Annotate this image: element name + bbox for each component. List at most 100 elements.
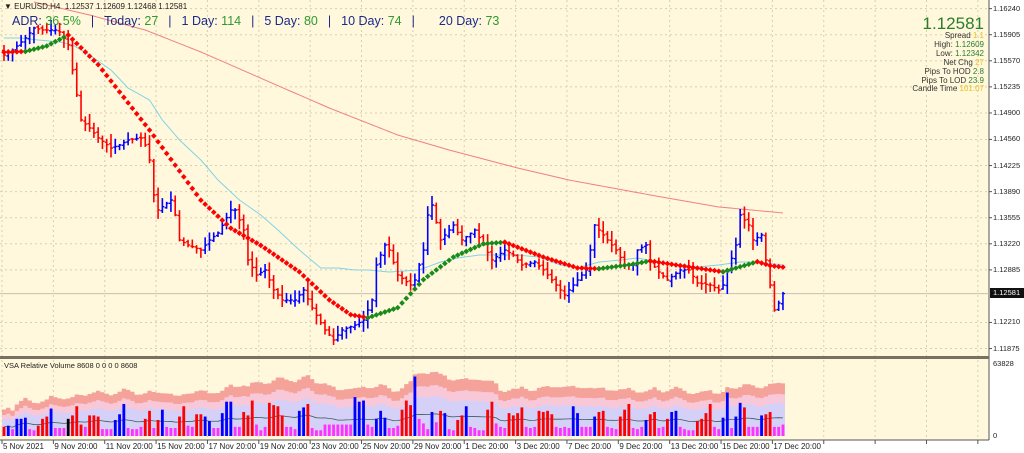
trend-dot xyxy=(356,313,363,320)
today-value: 27 xyxy=(144,14,159,28)
volume-bar xyxy=(160,409,164,436)
volume-bar xyxy=(554,426,558,436)
volume-bar xyxy=(580,426,584,436)
ohlc-bar xyxy=(44,22,49,34)
ohlc-bar xyxy=(618,246,623,266)
volume-bar xyxy=(310,427,314,436)
volume-bar xyxy=(734,416,738,436)
trend-dot xyxy=(18,48,24,55)
volume-bar xyxy=(340,424,344,436)
volume-bar xyxy=(336,424,340,436)
volume-bar xyxy=(717,429,721,436)
ohlc-bar xyxy=(519,254,524,271)
volume-bar xyxy=(417,418,421,436)
volume-bar xyxy=(683,429,686,436)
time-tick-label: 17 Dec 20:00 xyxy=(773,442,821,451)
ohlc-bar xyxy=(109,133,113,158)
time-tick-label: 25 Nov 20:00 xyxy=(362,442,411,451)
ohlc-bar xyxy=(186,239,191,248)
volume-bar xyxy=(113,419,117,436)
trend-dot xyxy=(497,239,504,246)
ohlc-bar xyxy=(207,232,212,251)
ohlc-bar xyxy=(370,298,375,313)
trend-dot xyxy=(300,273,307,279)
trend-dot xyxy=(103,72,110,79)
volume-bar xyxy=(760,415,763,436)
ohlc-bar xyxy=(327,326,332,337)
time-tick-label: 7 Dec 20:00 xyxy=(567,442,612,451)
trend-dot xyxy=(163,150,170,157)
trend-dot xyxy=(228,225,234,232)
day10-label: 10 Day: xyxy=(341,14,385,28)
trend-dot xyxy=(566,262,572,269)
trend-dot xyxy=(172,162,179,168)
info-value: 27 xyxy=(975,57,984,67)
time-tick-label: 11 Nov 20:00 xyxy=(105,442,153,451)
volume-bar xyxy=(71,415,74,436)
trend-dot xyxy=(403,295,410,302)
volume-bar xyxy=(640,426,644,436)
ohlc-bar xyxy=(340,327,345,340)
trend-dot xyxy=(476,242,482,249)
ohlc-bar xyxy=(579,271,584,282)
volume-bar xyxy=(695,421,699,436)
ohlc-bar xyxy=(532,260,537,268)
trend-dot xyxy=(317,289,324,295)
pane-divider xyxy=(0,356,989,359)
trend-dot xyxy=(394,304,401,311)
trend-dot xyxy=(480,240,487,247)
trend-dot xyxy=(412,286,418,292)
volume-bar xyxy=(648,414,652,436)
volume-bar xyxy=(584,426,588,436)
trend-dot xyxy=(450,254,457,260)
ohlc-bar xyxy=(549,269,554,284)
ohlc-bar xyxy=(49,20,54,36)
trend-dot xyxy=(604,264,611,271)
volume-bar xyxy=(362,400,365,436)
volume-bar xyxy=(747,426,751,436)
info-label: Pips To LOD xyxy=(921,75,967,85)
trend-dot xyxy=(673,262,679,268)
trend-dot xyxy=(549,256,555,263)
volume-bar xyxy=(546,410,549,436)
trend-dot xyxy=(206,205,213,212)
trend-dot xyxy=(600,265,607,271)
chart-header: ▼ EURUSD,H4 1.12537 1.12609 1.12468 1.12… xyxy=(4,2,188,11)
volume-bar xyxy=(773,426,776,436)
ohlc-bar xyxy=(489,245,494,270)
trend-dot xyxy=(142,121,149,128)
separator: | xyxy=(327,14,332,28)
ohlc-bar xyxy=(387,236,392,258)
volume-bar xyxy=(507,413,511,436)
info-row: Pips To HOD 2.8 xyxy=(912,67,984,77)
info-value: 101:07 xyxy=(959,84,984,94)
volume-bar xyxy=(96,416,100,436)
trend-dot xyxy=(390,306,397,312)
trend-dot xyxy=(591,265,598,272)
trend-dot xyxy=(536,252,542,259)
volume-bar xyxy=(687,430,691,436)
time-tick-label: 19 Nov 20:00 xyxy=(259,442,308,451)
ohlc-bar xyxy=(421,242,426,274)
trend-dot xyxy=(129,105,136,112)
trend-dot xyxy=(724,267,731,274)
trend-dot xyxy=(531,250,538,257)
ohlc-bar xyxy=(143,132,148,147)
trend-dot xyxy=(416,281,422,288)
volume-bar xyxy=(434,422,438,436)
ohlc-bar xyxy=(404,276,409,287)
trend-dot xyxy=(309,281,315,287)
volume-bar xyxy=(32,430,36,436)
trend-dot xyxy=(621,262,628,269)
trend-dot xyxy=(459,250,465,257)
separator: | xyxy=(251,14,255,28)
trend-dot xyxy=(668,261,675,268)
ohlc-bar xyxy=(374,257,379,308)
volume-bar xyxy=(559,427,562,436)
trend-dot xyxy=(754,258,761,265)
ohlc-bar xyxy=(151,158,156,203)
ohlc-bar xyxy=(442,228,447,246)
volume-bar xyxy=(452,430,455,436)
info-row: Low: 1.12342 xyxy=(912,49,984,59)
